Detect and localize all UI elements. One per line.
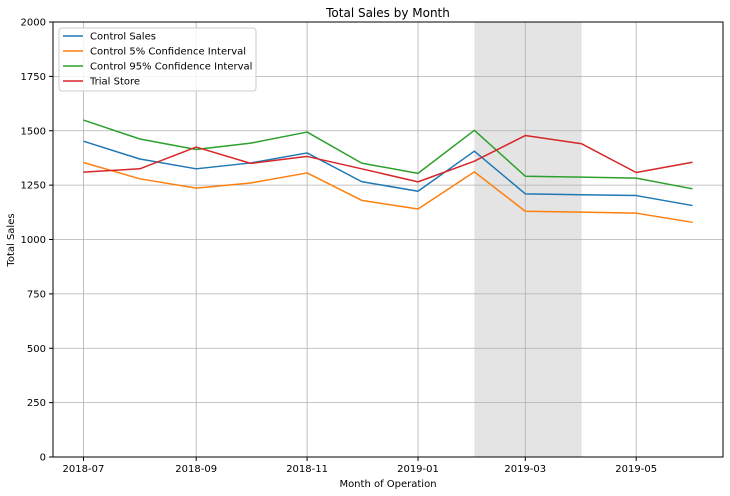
y-tick-label: 1750 <box>21 72 46 83</box>
x-axis-ticks: 2018-07 2018-09 2018-11 2019-01 2019-03 2019-… <box>63 457 657 475</box>
x-tick-label: 2018-11 <box>286 464 328 475</box>
x-tick-label: 2018-07 <box>63 464 105 475</box>
y-tick-label: 750 <box>27 289 46 300</box>
y-tick-label: 1250 <box>21 181 46 192</box>
legend-label: Control 5% Confidence Interval <box>90 47 246 58</box>
legend-label: Control 95% Confidence Interval <box>90 62 252 73</box>
legend-box <box>58 27 257 92</box>
chart-title: Total Sales by Month <box>325 6 450 20</box>
x-axis-label: Month of Operation <box>339 479 436 490</box>
y-tick-label: 1500 <box>21 126 46 137</box>
legend-label: Trial Store <box>89 77 140 88</box>
y-tick-label: 1000 <box>21 235 46 246</box>
y-tick-label: 250 <box>27 398 46 409</box>
legend: Control Sales Control 5% Confidence Inter… <box>58 27 257 92</box>
x-tick-label: 2018-09 <box>175 464 217 475</box>
series-layer <box>83 119 693 224</box>
series-line-1 <box>83 140 693 207</box>
y-axis-label: Total Sales <box>6 213 17 267</box>
x-tick-label: 2019-03 <box>504 464 546 475</box>
series-line-2 <box>83 161 693 224</box>
series-line-3 <box>83 119 693 190</box>
x-tick-label: 2019-01 <box>397 464 439 475</box>
y-tick-label: 0 <box>40 453 46 464</box>
x-tick-label: 2019-05 <box>615 464 657 475</box>
series-line-4 <box>83 134 693 183</box>
legend-label: Control Sales <box>90 32 156 43</box>
y-axis-ticks: 0 250 500 750 1000 1250 1500 1750 2000 <box>21 18 53 464</box>
y-tick-label: 2000 <box>21 18 46 29</box>
y-tick-label: 500 <box>27 344 46 355</box>
